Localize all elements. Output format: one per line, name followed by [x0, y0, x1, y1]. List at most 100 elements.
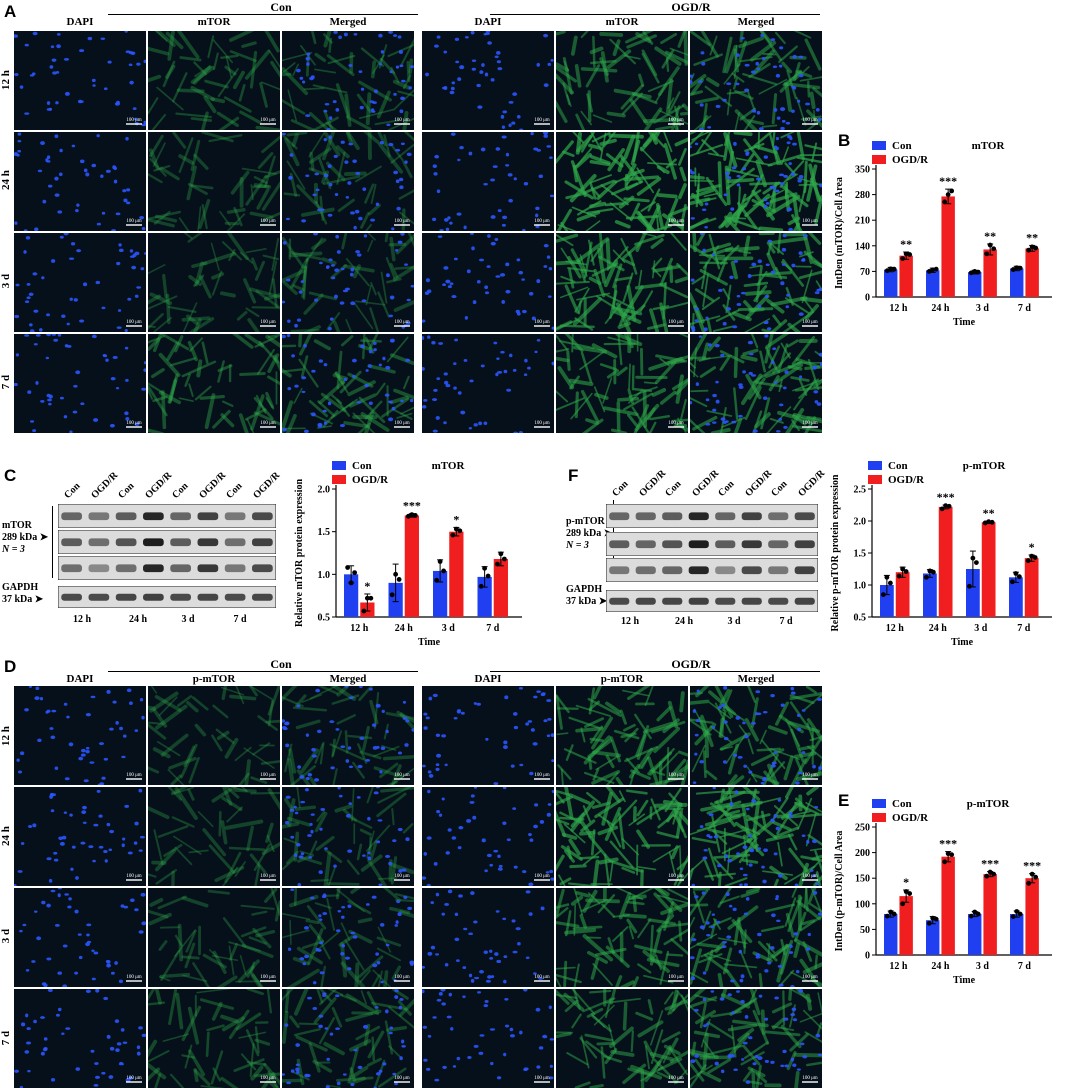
- legend-label-0: Con: [892, 140, 912, 152]
- blot-band: [224, 512, 246, 521]
- bar-1-0: [895, 572, 910, 617]
- blot-band: [662, 566, 683, 575]
- svg-text:100 μm: 100 μm: [802, 1076, 817, 1081]
- data-point: [896, 573, 902, 579]
- data-point: [364, 595, 370, 601]
- significance-mark: *: [1029, 540, 1035, 554]
- micrograph-tile-6: 100 μm: [14, 132, 146, 231]
- data-point: [989, 519, 995, 525]
- lane-label-1: OGD/R: [89, 470, 121, 501]
- lane-label-7: OGD/R: [251, 470, 283, 501]
- data-point: [973, 560, 979, 565]
- blot-strip-gapdh: [58, 586, 276, 608]
- data-point: [968, 913, 974, 919]
- blot-band: [688, 566, 709, 575]
- micrograph-tile-9: 100 μm: [422, 132, 554, 231]
- blot-gapdh-kda: 37 kDa ➤: [2, 594, 43, 606]
- bar-0-0: [884, 269, 898, 297]
- blot-band: [688, 540, 709, 549]
- bar-1-1: [941, 856, 955, 955]
- group-bracket-con: [108, 671, 418, 672]
- micrograph-tile-22: 100 μm: [556, 989, 688, 1088]
- micrograph-tile-0: 100 μm: [14, 31, 146, 130]
- legend-label-1: OGD/R: [892, 812, 929, 824]
- y-tick-label: 0.5: [318, 613, 331, 624]
- significance-mark: **: [1026, 230, 1038, 244]
- micrograph-tile-7: 100 μm: [148, 132, 280, 231]
- x-axis-label: Time: [953, 317, 976, 328]
- data-point: [942, 199, 948, 205]
- blot-band: [688, 512, 709, 521]
- blot-time-24h: 24 h: [674, 616, 694, 627]
- data-point: [949, 188, 955, 194]
- micrograph-tile-11: 100 μm: [690, 787, 822, 886]
- blot-protein-name: p-mTOR: [566, 516, 605, 527]
- bar-0-0: [884, 914, 898, 955]
- blot-gapdh-name: GAPDH: [2, 582, 39, 593]
- y-tick-label: 70: [860, 267, 870, 278]
- group-bracket-con: [108, 14, 418, 15]
- data-point: [907, 252, 913, 257]
- data-point: [1014, 265, 1020, 271]
- data-point: [900, 901, 906, 907]
- bar-0-3: [1010, 914, 1024, 955]
- micrograph-tile-3: 100 μm: [422, 686, 554, 785]
- x-tick-label: 7 d: [1018, 303, 1031, 314]
- svg-text:100 μm: 100 μm: [126, 219, 141, 224]
- micrograph-tile-11: 100 μm: [690, 132, 822, 231]
- blot-band: [794, 566, 815, 575]
- svg-text:100 μm: 100 μm: [394, 118, 409, 123]
- significance-mark: ***: [937, 490, 955, 504]
- data-point: [1029, 871, 1035, 877]
- lane-label-0: Con: [610, 478, 631, 499]
- micrograph-tile-12: 100 μm: [14, 888, 146, 987]
- lane-label-7: OGD/R: [795, 468, 827, 499]
- micrograph-tile-6: 100 μm: [14, 787, 146, 886]
- data-point: [900, 256, 906, 261]
- svg-text:100 μm: 100 μm: [394, 320, 409, 325]
- bar-0-1: [926, 920, 940, 955]
- significance-mark: *: [903, 875, 909, 889]
- blot-band: [662, 540, 683, 549]
- x-tick-label: 7 d: [1018, 961, 1031, 972]
- micrograph-tile-22: 100 μm: [556, 334, 688, 433]
- micrograph-tile-12: 100 μm: [14, 233, 146, 332]
- svg-text:100 μm: 100 μm: [260, 421, 275, 426]
- x-tick-label: 24 h: [929, 623, 948, 634]
- lane-label-6: Con: [224, 480, 245, 501]
- legend-swatch-1: [868, 475, 882, 484]
- svg-text:100 μm: 100 μm: [394, 773, 409, 778]
- blot-band: [170, 564, 191, 573]
- blot-band: [197, 538, 219, 547]
- chart-title: p-mTOR: [967, 798, 1011, 810]
- column-head-p-mtor-ogdr: p-mTOR: [600, 673, 644, 685]
- blot-band: [170, 593, 191, 601]
- svg-text:100 μm: 100 μm: [260, 320, 275, 325]
- data-point: [1033, 245, 1039, 251]
- bar-1-2: [983, 249, 997, 297]
- svg-text:100 μm: 100 μm: [802, 421, 817, 426]
- legend-label-1: OGD/R: [892, 154, 929, 166]
- blot-band: [662, 512, 683, 521]
- blot-band: [715, 566, 736, 575]
- blot-bracket: [52, 506, 53, 578]
- blot-time-24h: 24 h: [128, 614, 148, 625]
- svg-text:100 μm: 100 μm: [126, 320, 141, 325]
- column-head-dapi: DAPI: [66, 16, 94, 28]
- x-tick-label: 24 h: [395, 623, 414, 634]
- significance-mark: ***: [1023, 859, 1041, 873]
- blot-band: [662, 597, 683, 605]
- column-head-merged: Merged: [329, 673, 367, 685]
- data-point: [945, 192, 951, 197]
- bar-0-2: [966, 569, 980, 617]
- svg-text:100 μm: 100 μm: [534, 421, 549, 426]
- y-tick-label: 50: [860, 925, 870, 936]
- panel-letter-c: C: [4, 466, 17, 485]
- bar-chart-p-mtor-protein: Con OGD/R p-mTOR 0.5 1.0 1.5 2.0 2.5 Relative p-…: [826, 455, 1060, 655]
- data-point: [396, 577, 402, 582]
- blot-band: [115, 512, 137, 521]
- micrograph-tile-17: 100 μm: [690, 888, 822, 987]
- blot-band: [224, 593, 246, 601]
- legend-label-1: OGD/R: [888, 474, 925, 486]
- data-point: [946, 503, 952, 509]
